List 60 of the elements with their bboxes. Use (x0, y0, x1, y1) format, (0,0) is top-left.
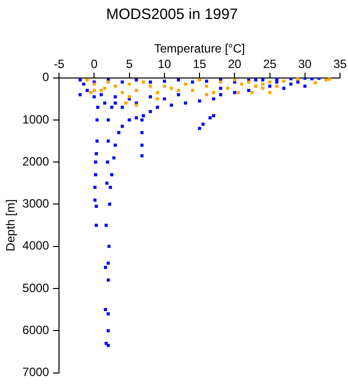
point (261, 82, 264, 86)
y-tick-label: 6000 (22, 322, 50, 337)
point (89, 90, 92, 94)
point (212, 90, 216, 94)
point (205, 84, 208, 88)
point (314, 81, 317, 84)
point (190, 88, 194, 92)
point (236, 90, 240, 94)
point (275, 84, 278, 88)
point (250, 90, 254, 94)
point (268, 90, 272, 94)
point (198, 78, 202, 82)
x-tick-label: -5 (54, 56, 65, 71)
point (254, 84, 258, 88)
point (233, 78, 236, 82)
y-tick-label: 0 (42, 70, 50, 84)
x-tick-label: 35 (333, 56, 347, 71)
point (261, 86, 264, 90)
point (103, 86, 106, 90)
point (92, 88, 96, 92)
point (156, 90, 159, 94)
point (100, 88, 103, 92)
y-tick-label: 5000 (22, 280, 50, 295)
point (156, 97, 159, 100)
point (219, 80, 222, 84)
point (205, 93, 208, 96)
y-axis-title: Depth [m] (4, 199, 18, 252)
x-tick-label: 0 (90, 56, 98, 71)
point (114, 84, 117, 88)
point (176, 88, 180, 92)
x-tick-label: 25 (263, 56, 277, 71)
point (92, 82, 96, 86)
x-tick-label: 15 (192, 56, 207, 71)
x-tick-label: 5 (126, 56, 133, 71)
point (134, 88, 138, 92)
point (142, 80, 145, 84)
y-tick-label: 4000 (22, 238, 50, 253)
point (86, 78, 89, 82)
x-tick-label: 10 (158, 56, 172, 71)
x-tick-label: 30 (298, 56, 312, 71)
y-tick-label: 7000 (22, 365, 50, 380)
point (128, 82, 131, 86)
point (226, 86, 230, 90)
point (162, 84, 166, 88)
point (148, 84, 152, 88)
y-tick-label: 2000 (22, 154, 50, 168)
point (170, 86, 174, 90)
y-tick-label: 3000 (22, 196, 50, 211)
chart-title: MODS2005 in 1997 (106, 6, 238, 24)
y-tick-label: 1000 (22, 112, 50, 126)
point (124, 102, 128, 105)
x-tick-label: 20 (228, 56, 242, 71)
point (106, 80, 110, 84)
point (282, 80, 286, 83)
point (184, 82, 188, 86)
point (120, 90, 124, 94)
point (240, 82, 244, 86)
point (268, 80, 272, 84)
point (324, 78, 328, 82)
x-axis-title: Temperature [°C] (154, 42, 245, 56)
